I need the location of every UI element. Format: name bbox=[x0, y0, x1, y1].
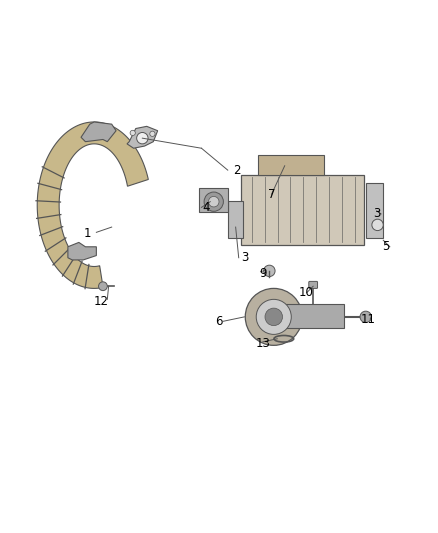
FancyBboxPatch shape bbox=[309, 281, 318, 288]
Circle shape bbox=[204, 192, 223, 211]
Circle shape bbox=[99, 282, 107, 290]
Circle shape bbox=[150, 131, 155, 136]
Polygon shape bbox=[258, 155, 324, 174]
Text: 13: 13 bbox=[255, 337, 270, 350]
Polygon shape bbox=[366, 183, 383, 238]
Polygon shape bbox=[199, 188, 228, 212]
Text: 12: 12 bbox=[93, 295, 108, 308]
Text: 1: 1 bbox=[84, 227, 92, 240]
Text: 2: 2 bbox=[233, 164, 240, 176]
Polygon shape bbox=[37, 122, 148, 288]
Polygon shape bbox=[127, 126, 158, 148]
Polygon shape bbox=[81, 122, 116, 142]
Text: 9: 9 bbox=[259, 266, 267, 280]
Circle shape bbox=[264, 265, 275, 277]
Text: 4: 4 bbox=[202, 201, 210, 214]
Circle shape bbox=[245, 288, 302, 345]
Polygon shape bbox=[228, 201, 243, 238]
Text: 3: 3 bbox=[242, 251, 249, 264]
Text: 11: 11 bbox=[360, 312, 375, 326]
Text: 6: 6 bbox=[215, 315, 223, 328]
Circle shape bbox=[137, 133, 148, 144]
Text: 10: 10 bbox=[299, 286, 314, 300]
Circle shape bbox=[372, 219, 383, 231]
Circle shape bbox=[208, 197, 219, 207]
Text: 7: 7 bbox=[268, 188, 276, 201]
Circle shape bbox=[360, 311, 371, 322]
Polygon shape bbox=[68, 243, 96, 260]
Text: 5: 5 bbox=[382, 240, 389, 253]
Text: 3: 3 bbox=[373, 207, 380, 221]
Polygon shape bbox=[272, 304, 344, 328]
Polygon shape bbox=[241, 174, 364, 245]
Circle shape bbox=[130, 130, 135, 135]
Circle shape bbox=[256, 300, 291, 334]
Circle shape bbox=[265, 308, 283, 326]
